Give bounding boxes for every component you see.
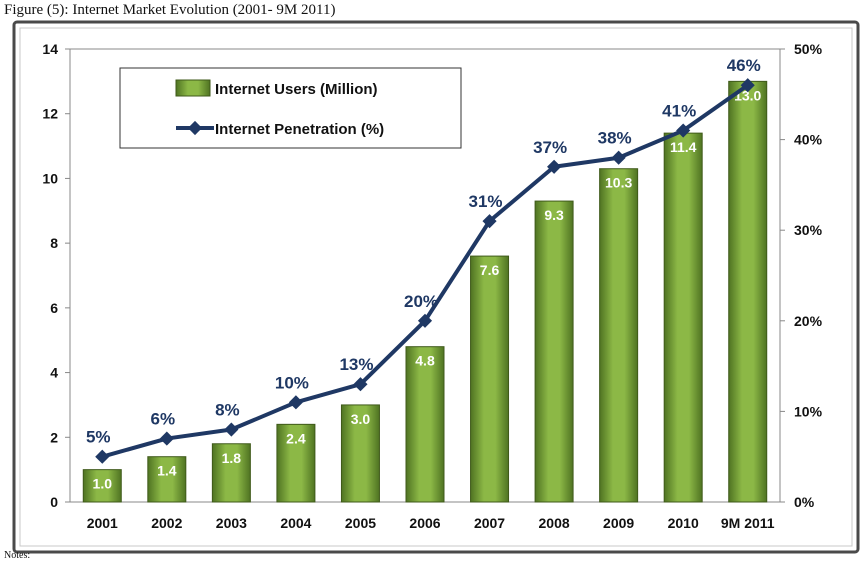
x-tick-2: 2003 (216, 515, 247, 531)
x-tick-4: 2005 (345, 515, 376, 531)
penetration-point-4 (353, 377, 368, 392)
x-tick-6: 2007 (474, 515, 505, 531)
y-right-tick-3: 30% (794, 222, 823, 238)
bar-label-8: 10.3 (605, 175, 632, 191)
penetration-label-8: 38% (598, 129, 632, 148)
y-left-tick-5: 10 (42, 170, 58, 186)
penetration-point-10 (740, 78, 755, 93)
y-right-tick-5: 50% (794, 41, 823, 57)
x-tick-9: 2010 (668, 515, 699, 531)
bar-label-4: 3.0 (351, 411, 371, 427)
bar-label-7: 9.3 (544, 207, 564, 223)
x-tick-8: 2009 (603, 515, 634, 531)
bar-10 (728, 80, 768, 503)
penetration-label-0: 5% (86, 428, 111, 447)
y-left-tick-4: 8 (50, 235, 58, 251)
bar-label-2: 1.8 (222, 450, 242, 466)
legend-bars-label: Internet Users (Million) (215, 81, 378, 98)
bar-0 (82, 469, 122, 503)
bar-label-0: 1.0 (93, 476, 113, 492)
bar-label-3: 2.4 (286, 430, 306, 446)
penetration-label-5: 20% (404, 292, 438, 311)
bar-label-5: 4.8 (415, 353, 435, 369)
penetration-label-6: 31% (469, 192, 503, 211)
penetration-point-0 (95, 449, 110, 464)
bar-label-9: 11.4 (670, 139, 697, 155)
y-right-tick-2: 20% (794, 313, 823, 329)
penetration-point-5 (417, 313, 433, 328)
penetration-label-2: 8% (215, 401, 240, 420)
penetration-label-7: 37% (533, 138, 567, 157)
penetration-point-3 (288, 395, 303, 410)
x-tick-5: 2006 (409, 515, 440, 531)
y-right-tick-0: 0% (794, 494, 815, 510)
line-layer: 5% 6% 8% 10% 13% 20% 31% 37% 38% 41% 46% (86, 56, 761, 464)
x-tick-1: 2002 (151, 515, 182, 531)
axis-layer: 2001 2002 2003 2004 2005 2006 2007 2008 2009 2010… (42, 41, 822, 531)
x-tick-7: 2008 (539, 515, 570, 531)
penetration-point-1 (159, 431, 174, 446)
figure-notes: Notes: (4, 550, 31, 561)
y-right-tick-4: 40% (794, 132, 823, 148)
bar-6 (470, 255, 510, 503)
bar-2 (211, 443, 251, 503)
legend: Internet Users (Million) Internet Penetr… (119, 67, 462, 149)
bar-4 (340, 404, 380, 503)
y-left-tick-2: 4 (50, 365, 58, 381)
y-left-tick-6: 12 (42, 106, 58, 122)
bar-label-1: 1.4 (157, 463, 177, 479)
bar-9 (663, 132, 703, 503)
bar-1 (147, 456, 187, 503)
y-left-tick-7: 14 (42, 41, 58, 57)
penetration-label-9: 41% (662, 102, 696, 121)
y-left-tick-0: 0 (50, 494, 58, 510)
bar-5 (405, 346, 445, 503)
bar-label-6: 7.6 (480, 262, 500, 278)
penetration-point-7 (547, 159, 562, 174)
penetration-label-1: 6% (151, 410, 176, 429)
y-left-tick-3: 6 (50, 300, 58, 316)
bar-8 (599, 168, 639, 503)
x-tick-10: 9M 2011 (721, 515, 775, 531)
penetration-label-4: 13% (339, 355, 373, 374)
bar-3 (276, 423, 316, 503)
y-left-tick-1: 2 (50, 429, 58, 445)
penetration-point-2 (224, 422, 239, 437)
bar-7 (534, 200, 574, 503)
penetration-point-8 (611, 150, 626, 165)
penetration-label-3: 10% (275, 373, 309, 392)
legend-line-label: Internet Penetration (%) (215, 121, 384, 138)
penetration-point-6 (482, 214, 497, 229)
penetration-point-9 (676, 123, 691, 138)
x-tick-0: 2001 (87, 515, 118, 531)
x-tick-3: 2004 (280, 515, 311, 531)
penetration-label-10: 46% (727, 56, 761, 75)
y-right-tick-1: 10% (794, 403, 823, 419)
figure-caption: Figure (5): Internet Market Evolution (2… (4, 2, 336, 18)
bars-layer: 1.01.41.82.43.04.87.69.310.311.413.0 (82, 80, 768, 503)
legend-bar-swatch (175, 79, 211, 97)
